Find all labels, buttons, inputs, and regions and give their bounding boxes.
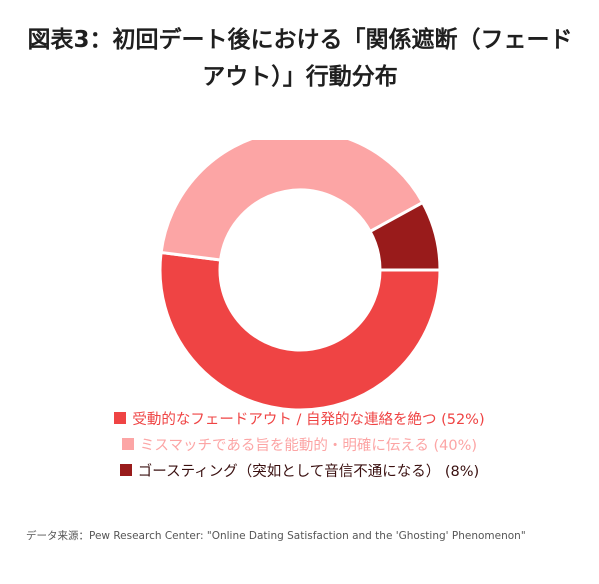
legend-label: 受動的なフェードアウト / 自発的な連絡を絶つ (52%)	[132, 411, 485, 428]
legend-swatch	[119, 464, 132, 476]
legend-item-clear-communication: ミスマッチである旨を能動的・明確に伝える (40%)	[0, 431, 599, 457]
chart-legend: 受動的なフェードアウト / 自発的な連絡を絶つ (52%) ミスマッチである旨を能…	[0, 405, 599, 483]
slice-clear-communication	[159, 140, 425, 262]
source-note: データ来源：Pew Research Center: "Online Datin…	[26, 530, 526, 542]
legend-item-passive-fadeout: 受動的なフェードアウト / 自発的な連絡を絶つ (52%)	[0, 405, 599, 431]
legend-swatch	[114, 412, 127, 424]
legend-swatch	[121, 438, 134, 450]
legend-label: ゴースティング（突如として音信不通になる） (8%)	[137, 463, 480, 480]
slice-passive-fadeout	[158, 250, 442, 412]
legend-item-ghosting: ゴースティング（突如として音信不通になる） (8%)	[0, 457, 599, 483]
donut-chart	[158, 140, 442, 412]
chart-title: 図表3：初回デート後における「関係遮断（フェードアウト）」行動分布	[27, 27, 573, 90]
legend-label: ミスマッチである旨を能動的・明確に伝える (40%)	[139, 437, 478, 454]
slice-ghosting	[368, 201, 442, 272]
